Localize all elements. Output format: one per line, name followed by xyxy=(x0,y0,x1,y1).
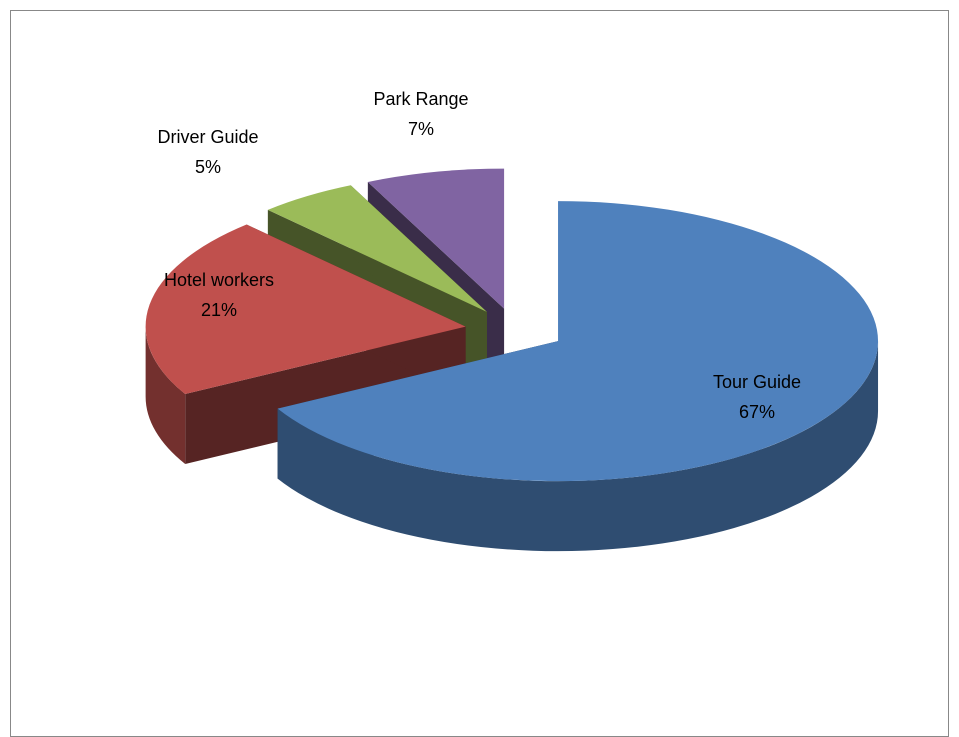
data-label-value: 5% xyxy=(195,157,221,177)
data-label-name: Park Range xyxy=(373,89,468,109)
slice-wall xyxy=(277,341,879,552)
slice-top xyxy=(277,201,879,482)
data-label-value: 7% xyxy=(408,119,434,139)
data-label-name: Hotel workers xyxy=(164,270,274,290)
data-label-value: 21% xyxy=(201,300,237,320)
slice-wall xyxy=(145,326,186,465)
data-label-name: Tour Guide xyxy=(713,372,801,392)
slice-top xyxy=(367,168,505,309)
data-label-name: Driver Guide xyxy=(157,127,258,147)
pie-slice xyxy=(145,224,466,465)
slice-top xyxy=(267,185,487,312)
data-label-value: 67% xyxy=(739,402,775,422)
pie-slice xyxy=(277,201,879,552)
slice-top xyxy=(145,224,466,395)
